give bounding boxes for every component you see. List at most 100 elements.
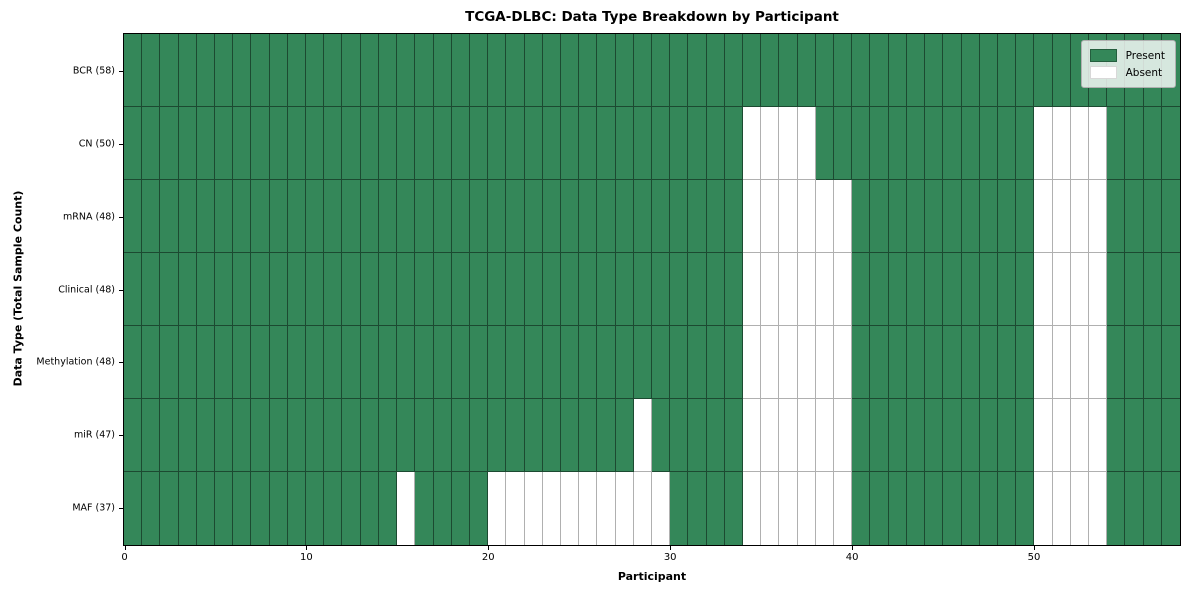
heatmap-cell bbox=[469, 34, 489, 107]
heatmap-cell bbox=[469, 399, 489, 472]
heatmap-cell bbox=[597, 107, 616, 180]
plot-area: Present Absent bbox=[123, 33, 1181, 546]
x-tick-label: 0 bbox=[121, 552, 128, 563]
heatmap-cell bbox=[1107, 399, 1126, 472]
heatmap-cell bbox=[560, 253, 580, 326]
heatmap-cell bbox=[651, 399, 671, 472]
y-tick-label: BCR (58) bbox=[72, 65, 115, 77]
heatmap-cell bbox=[378, 253, 398, 326]
heatmap-cell bbox=[688, 253, 707, 326]
heatmap-cell bbox=[724, 34, 744, 107]
heatmap-cell bbox=[688, 326, 707, 399]
heatmap-cell bbox=[142, 399, 161, 472]
heatmap-cell bbox=[724, 107, 744, 180]
heatmap-cell bbox=[870, 399, 889, 472]
heatmap-cell bbox=[124, 107, 143, 180]
heatmap-cell bbox=[178, 399, 197, 472]
heatmap-cell bbox=[579, 399, 598, 472]
heatmap-cell bbox=[906, 472, 926, 545]
heatmap-cell bbox=[524, 107, 543, 180]
heatmap-cell bbox=[1088, 399, 1108, 472]
heatmap-cell bbox=[469, 180, 489, 253]
heatmap-cell bbox=[469, 107, 489, 180]
heatmap-cell bbox=[1143, 180, 1162, 253]
heatmap-cell bbox=[779, 399, 798, 472]
heatmap-cell bbox=[961, 472, 980, 545]
heatmap-cell bbox=[706, 399, 725, 472]
heatmap-cell bbox=[925, 180, 944, 253]
y-tick-mark bbox=[118, 362, 123, 363]
heatmap-cell bbox=[1161, 107, 1180, 180]
heatmap-cell bbox=[651, 107, 671, 180]
heatmap-cell bbox=[997, 399, 1017, 472]
heatmap-cell bbox=[1052, 399, 1071, 472]
heatmap-cell bbox=[215, 326, 234, 399]
heatmap-cell bbox=[1107, 326, 1126, 399]
heatmap-cell bbox=[888, 326, 907, 399]
x-tick-label: 50 bbox=[1027, 552, 1041, 563]
heatmap-cell bbox=[287, 180, 307, 253]
heatmap-cell bbox=[761, 472, 780, 545]
heatmap-cell bbox=[815, 399, 835, 472]
heatmap-cell bbox=[724, 326, 744, 399]
heatmap-row-methylation bbox=[124, 326, 1180, 399]
heatmap-cell bbox=[560, 472, 580, 545]
heatmap-cell bbox=[597, 472, 616, 545]
heatmap-cell bbox=[415, 107, 434, 180]
heatmap-cell bbox=[1034, 326, 1053, 399]
heatmap-cell bbox=[651, 34, 671, 107]
heatmap-cell bbox=[451, 472, 470, 545]
heatmap-cell bbox=[233, 399, 252, 472]
heatmap-cell bbox=[888, 180, 907, 253]
x-tick-mark bbox=[852, 546, 854, 550]
heatmap-cell bbox=[706, 253, 725, 326]
x-tick-label: 40 bbox=[845, 552, 859, 563]
heatmap-cell bbox=[397, 180, 416, 253]
heatmap-cell bbox=[1070, 107, 1089, 180]
heatmap-cell bbox=[961, 180, 980, 253]
present-swatch-icon bbox=[1089, 49, 1117, 62]
heatmap-cell bbox=[524, 472, 543, 545]
heatmap-cell bbox=[160, 107, 179, 180]
heatmap-cell bbox=[943, 107, 962, 180]
heatmap-cell bbox=[342, 253, 361, 326]
heatmap-cell bbox=[506, 34, 525, 107]
y-tick-label: Clinical (48) bbox=[58, 284, 115, 295]
x-axis-label: Participant bbox=[617, 570, 687, 583]
heatmap-cell bbox=[269, 180, 288, 253]
heatmap-cell bbox=[1070, 326, 1089, 399]
heatmap-cell bbox=[306, 34, 325, 107]
heatmap-cell bbox=[797, 472, 816, 545]
legend-label-present: Present bbox=[1125, 49, 1165, 62]
heatmap-cell bbox=[724, 399, 744, 472]
heatmap-grid bbox=[124, 34, 1180, 545]
heatmap-cell bbox=[324, 399, 343, 472]
heatmap-cell bbox=[997, 107, 1017, 180]
y-tick-mark bbox=[118, 217, 123, 218]
heatmap-cell bbox=[670, 472, 689, 545]
y-tick-label: CN (50) bbox=[78, 138, 115, 150]
legend-item-absent: Absent bbox=[1089, 64, 1165, 81]
heatmap-cell bbox=[1161, 253, 1180, 326]
heatmap-cell bbox=[834, 326, 853, 399]
heatmap-cell bbox=[597, 399, 616, 472]
heatmap-cell bbox=[306, 326, 325, 399]
heatmap-cell bbox=[943, 180, 962, 253]
heatmap-cell bbox=[706, 326, 725, 399]
heatmap-cell bbox=[124, 472, 143, 545]
heatmap-cell bbox=[670, 326, 689, 399]
heatmap-cell bbox=[852, 326, 871, 399]
heatmap-cell bbox=[342, 326, 361, 399]
heatmap-cell bbox=[178, 34, 197, 107]
heatmap-cell bbox=[324, 472, 343, 545]
heatmap-cell bbox=[670, 253, 689, 326]
heatmap-cell bbox=[524, 399, 543, 472]
heatmap-cell bbox=[1016, 107, 1035, 180]
heatmap-cell bbox=[1161, 399, 1180, 472]
heatmap-cell bbox=[961, 253, 980, 326]
heatmap-cell bbox=[342, 472, 361, 545]
heatmap-cell bbox=[160, 472, 179, 545]
heatmap-cell bbox=[215, 472, 234, 545]
heatmap-cell bbox=[488, 107, 507, 180]
heatmap-cell bbox=[979, 399, 998, 472]
